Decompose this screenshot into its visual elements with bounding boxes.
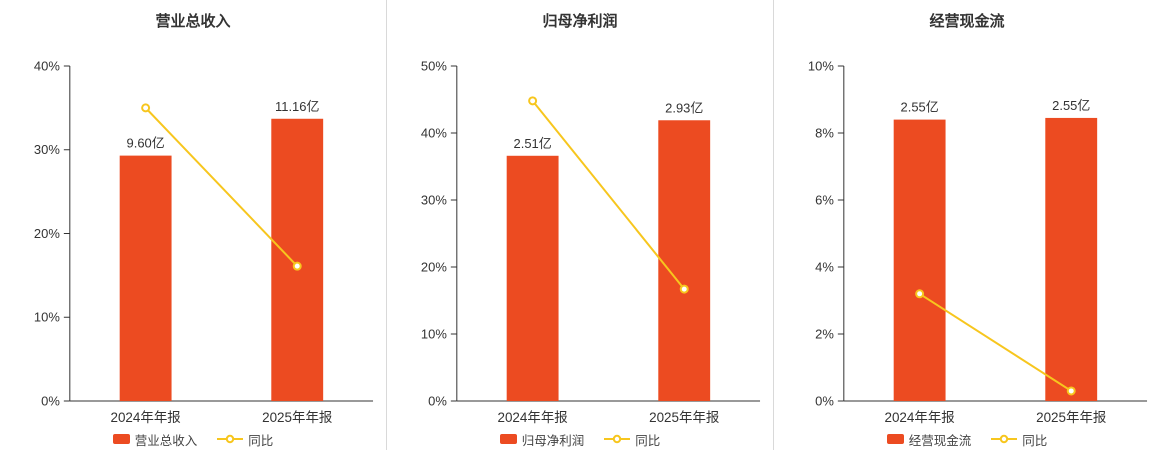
legend-bar-label: 经营现金流 (908, 433, 972, 448)
legend-item-bar-series[interactable]: 经营现金流 (886, 430, 972, 449)
chart-panel-revenue: 营业总收入 0% 10% 20% 30% 40% 9.60亿 11.16亿 2024年年报 20… (0, 0, 386, 450)
line-point-marker (141, 103, 151, 113)
chart-legend: 营业总收入 同比 (0, 428, 386, 450)
legend-line-label: 同比 (248, 433, 274, 448)
y-tick-label: 10% (808, 58, 834, 73)
chart-title: 归母净利润 (542, 13, 618, 30)
legend-bar-label: 营业总收入 (134, 433, 198, 448)
bar-value-label: 9.60亿 (127, 136, 165, 151)
bar-series-swatch-icon (886, 434, 904, 444)
x-axis-label: 2024年年报 (497, 410, 567, 425)
chart-panel-cash-flow: 经营现金流 0% 2% 4% 6% 8% 10% 2.55亿 2.55亿 2024年年报 2025… (773, 0, 1160, 450)
y-tick-label: 0% (41, 393, 60, 408)
y-tick-label: 0% (815, 393, 834, 408)
bar (893, 119, 946, 401)
legend-item-line-series[interactable]: 同比 (604, 430, 660, 449)
y-tick-label: 20% (421, 259, 447, 274)
bar-value-label: 2.55亿 (901, 100, 939, 115)
chart-legend: 归母净利润 同比 (387, 428, 773, 450)
y-tick-label: 10% (421, 326, 447, 341)
line-series-marker-icon (217, 434, 244, 444)
bar-value-label: 11.16亿 (275, 99, 319, 114)
legend-item-bar-series[interactable]: 营业总收入 (112, 430, 198, 449)
bar (271, 118, 324, 401)
y-tick-label: 10% (34, 310, 60, 325)
bar-series-swatch-icon (499, 434, 517, 444)
bar-series-swatch-icon (112, 434, 130, 444)
y-tick-label: 30% (421, 192, 447, 207)
chart-legend: 经营现金流 同比 (774, 428, 1160, 450)
bar (506, 155, 559, 401)
line-point-marker (915, 289, 925, 299)
y-tick-label: 20% (34, 226, 60, 241)
line-series-marker-icon (604, 434, 631, 444)
legend-line-label: 同比 (635, 433, 661, 448)
cash-flow-chart-plot: 0% 2% 4% 6% 8% 10% 2.55亿 2.55亿 2024年年报 2025年年报 (808, 58, 1148, 425)
y-tick-label: 50% (421, 58, 447, 73)
x-axis-label: 2025年年报 (649, 410, 719, 425)
x-axis-label: 2025年年报 (262, 410, 332, 425)
y-tick-label: 40% (34, 58, 60, 73)
y-tick-label: 2% (815, 326, 834, 341)
yoy-line (919, 292, 1072, 392)
bar (1045, 117, 1098, 402)
bar-value-label: 2.55亿 (1052, 98, 1090, 113)
bar-value-label: 2.93亿 (665, 100, 703, 115)
legend-item-line-series[interactable]: 同比 (991, 430, 1047, 449)
line-point-marker (679, 284, 689, 294)
legend-line-label: 同比 (1022, 433, 1048, 448)
legend-bar-label: 归母净利润 (521, 433, 585, 448)
y-tick-label: 8% (815, 125, 834, 140)
line-point-marker (1066, 386, 1076, 396)
revenue-chart-plot: 0% 10% 20% 30% 40% 9.60亿 11.16亿 2024年年报 2025年年报 (34, 58, 374, 425)
y-tick-label: 4% (815, 259, 834, 274)
legend-item-line-series[interactable]: 同比 (217, 430, 273, 449)
bar-value-label: 2.51亿 (514, 136, 552, 151)
x-axis-label: 2024年年报 (110, 410, 180, 425)
yoy-line (531, 100, 686, 290)
y-tick-label: 6% (815, 192, 834, 207)
yoy-line (144, 107, 298, 267)
line-point-marker (528, 96, 538, 106)
x-axis-label: 2024年年报 (884, 410, 954, 425)
chart-panel-net-profit: 归母净利润 0% 10% 20% 30% 40% 50% 2.51亿 2.93亿 2024年年报… (386, 0, 773, 450)
y-tick-label: 40% (421, 125, 447, 140)
x-axis-label: 2025年年报 (1036, 410, 1106, 425)
bar (119, 155, 172, 401)
chart-title: 经营现金流 (929, 13, 1005, 30)
net-profit-chart-plot: 0% 10% 20% 30% 40% 50% 2.51亿 2.93亿 2024年年报 2025年年… (421, 58, 761, 425)
legend-item-bar-series[interactable]: 归母净利润 (499, 430, 585, 449)
bar (658, 120, 711, 402)
chart-title: 营业总收入 (155, 13, 231, 30)
line-point-marker (292, 261, 302, 271)
y-tick-label: 0% (428, 393, 447, 408)
line-series-marker-icon (991, 434, 1018, 444)
y-tick-label: 30% (34, 142, 60, 157)
